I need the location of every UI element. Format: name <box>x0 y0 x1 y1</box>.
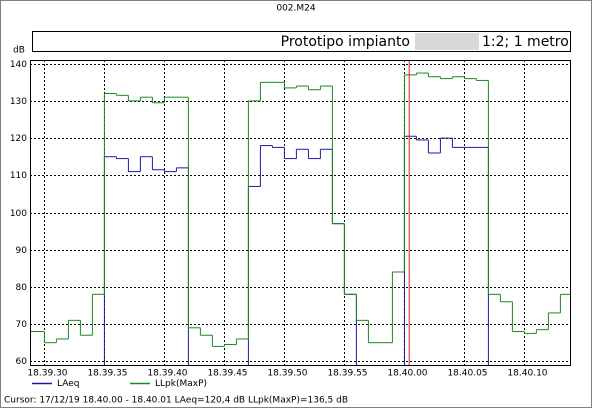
plot-series <box>30 72 570 365</box>
x-tick-label: 18.40.10 <box>507 369 547 379</box>
y-axis-label: dB <box>13 46 25 56</box>
y-tick-label: 140 <box>10 60 27 70</box>
x-tick-label: 18.39.55 <box>327 369 367 379</box>
cursor-readout: Cursor: 17/12/19 18.40.00 - 18.40.01 LAe… <box>4 396 348 406</box>
x-tick-label: 18.40.00 <box>387 369 427 379</box>
y-tick-label: 100 <box>10 209 27 219</box>
x-tick-label: 18.39.40 <box>147 369 187 379</box>
plot-frame <box>30 60 571 366</box>
chart-title: 002.M24 <box>276 4 316 14</box>
header-left: Prototipo impianto <box>281 34 410 50</box>
y-tick-label: 80 <box>16 283 28 293</box>
y-tick-label: 70 <box>16 320 28 330</box>
y-tick-label: 110 <box>10 171 27 181</box>
x-tick-label: 18.39.50 <box>267 369 307 379</box>
y-tick-label: 130 <box>10 97 27 107</box>
y-tick-label: 120 <box>10 134 27 144</box>
x-tick-label: 18.39.45 <box>207 369 247 379</box>
redacted-box <box>415 33 479 50</box>
x-tick-label: 18.39.35 <box>87 369 127 379</box>
y-tick-label: 90 <box>16 246 28 256</box>
x-tick-label: 18.39.30 <box>27 369 67 379</box>
legend-label: LLpk(MaxP) <box>155 379 207 389</box>
x-tick-label: 18.40.05 <box>447 369 487 379</box>
legend-label: LAeq <box>57 379 79 389</box>
header-right: 1:2; 1 metro <box>482 34 569 50</box>
y-tick-label: 60 <box>16 357 28 367</box>
plot-area <box>30 60 571 366</box>
